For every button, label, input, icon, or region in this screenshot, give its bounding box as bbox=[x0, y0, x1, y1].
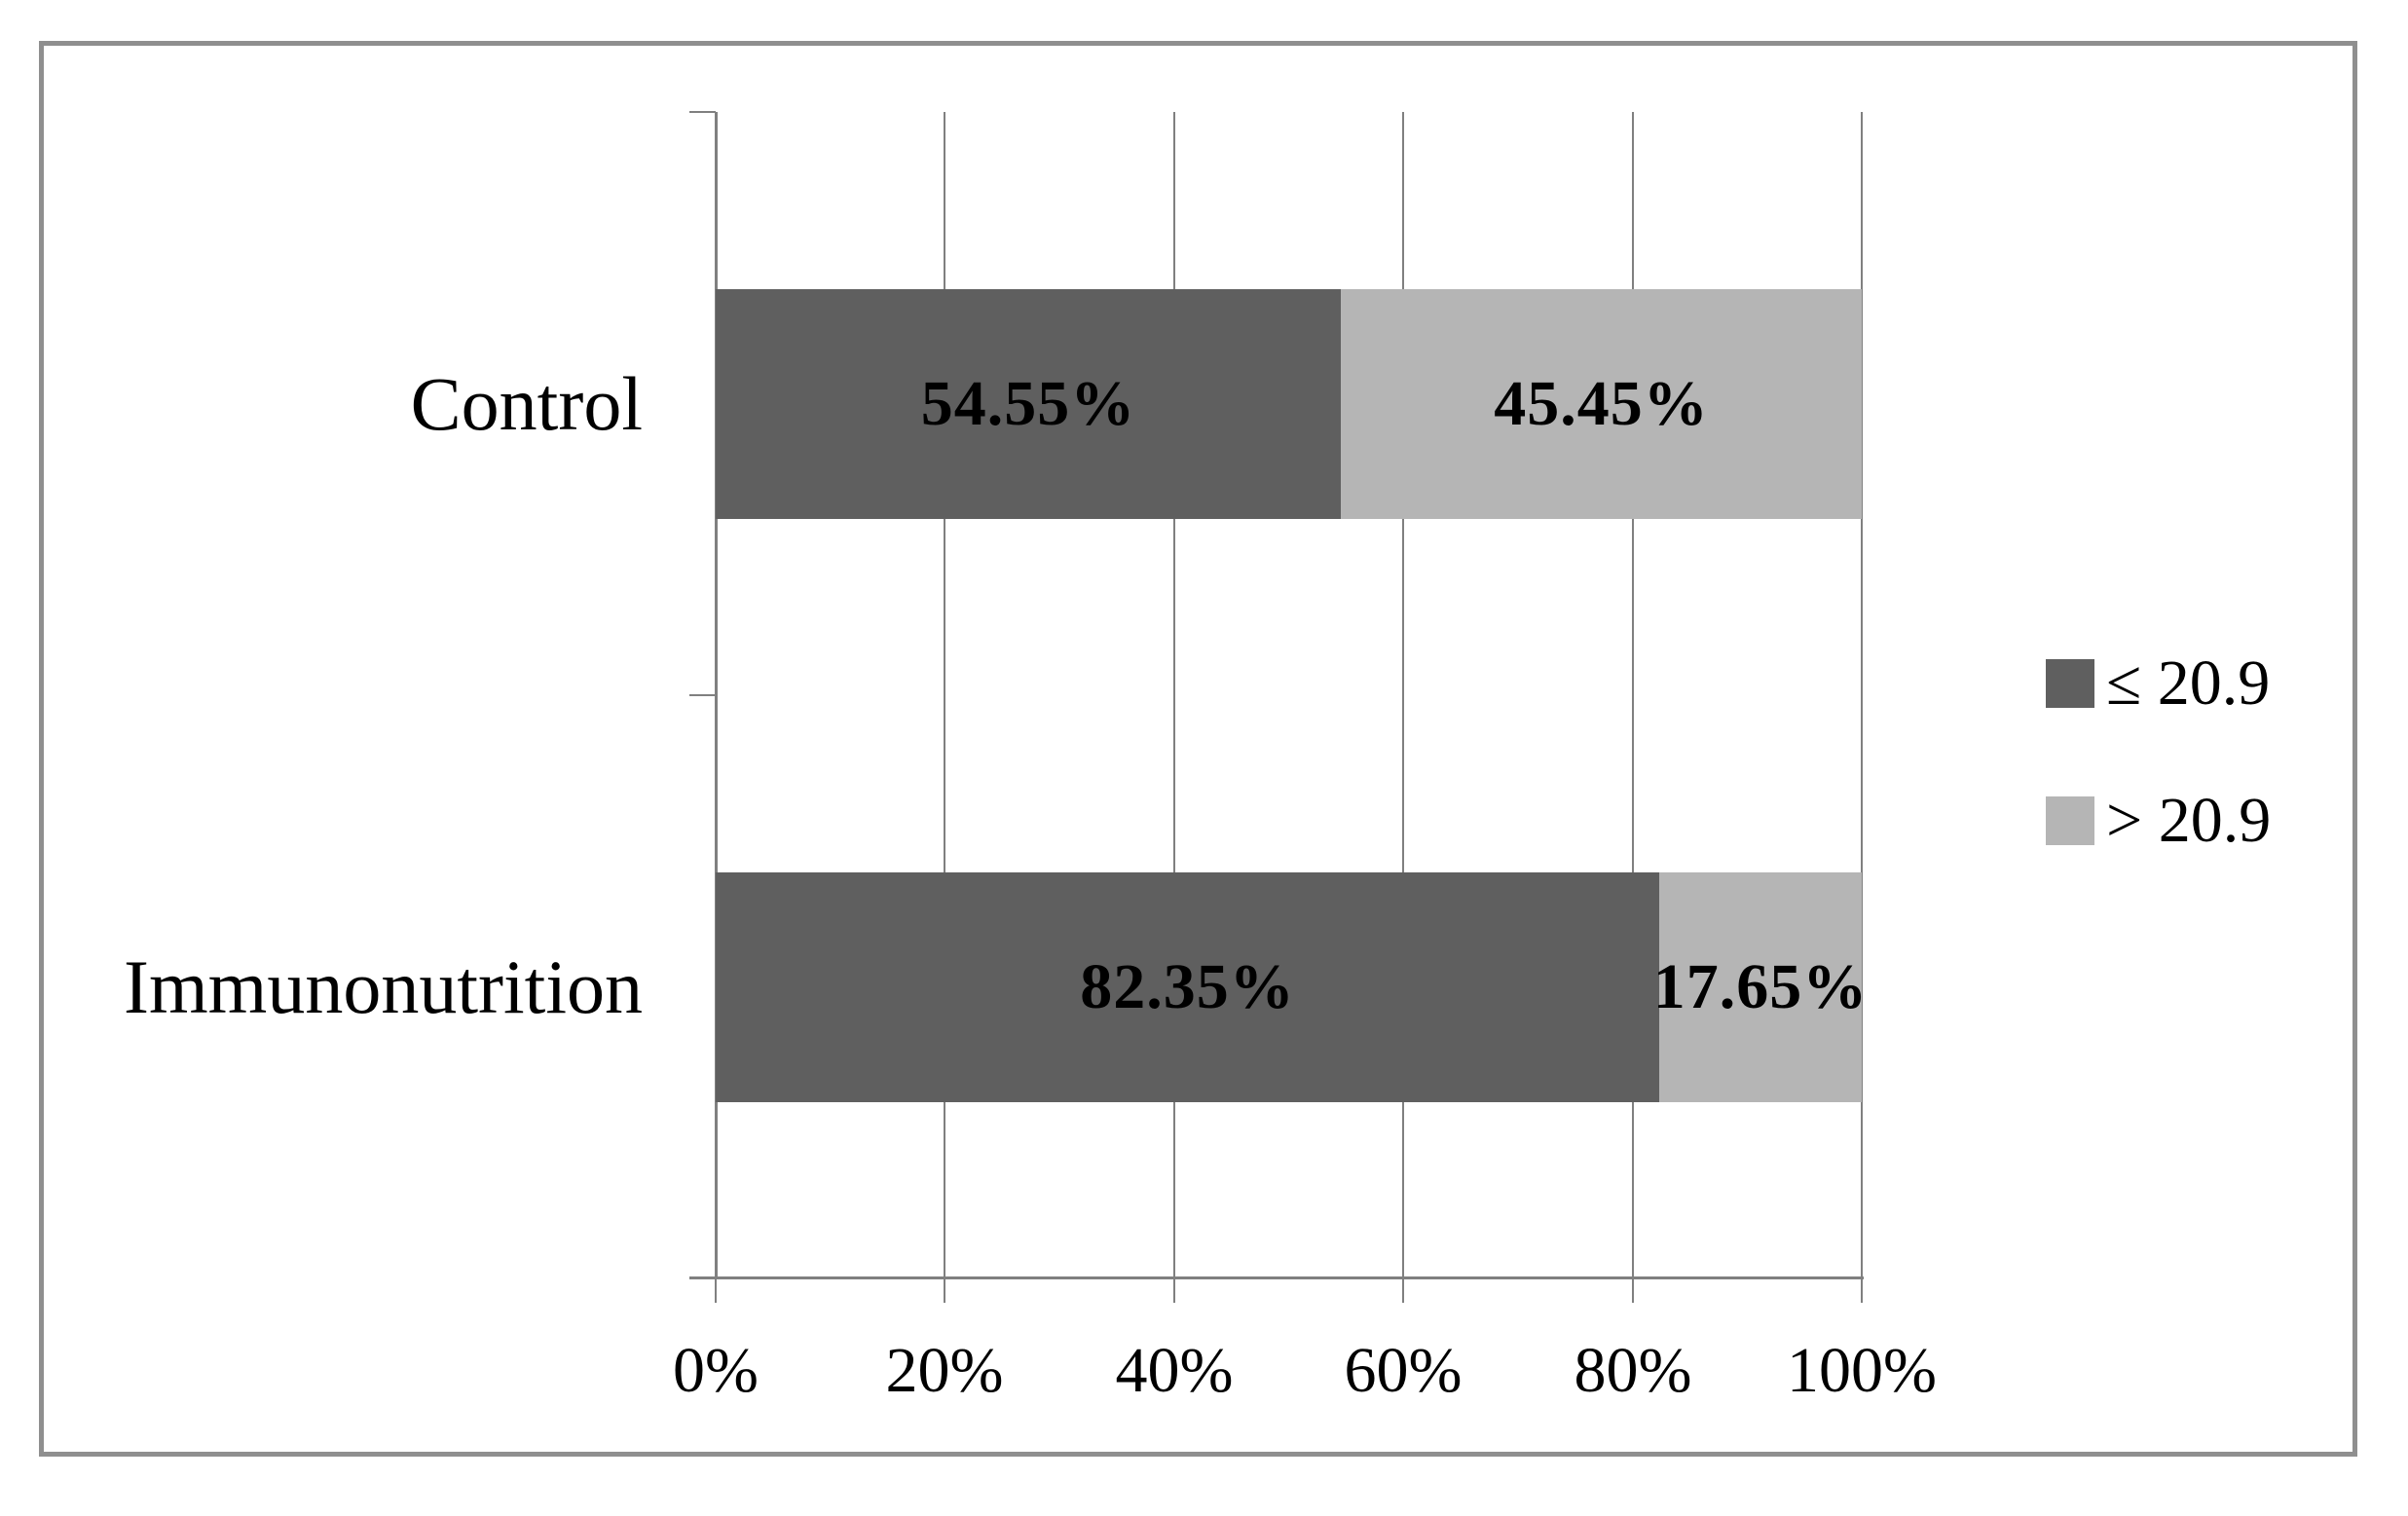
gridline-40% bbox=[1173, 112, 1175, 1278]
x-tick-label-20pct: 20% bbox=[885, 1335, 1004, 1406]
x-tick-label-80pct: 80% bbox=[1574, 1335, 1692, 1406]
data-label: 54.55% bbox=[920, 368, 1136, 439]
data-label: 45.45% bbox=[1494, 368, 1709, 439]
x-axis-tick bbox=[715, 1278, 717, 1303]
x-axis-tick bbox=[1173, 1278, 1175, 1303]
gridline-20% bbox=[944, 112, 945, 1278]
bar-segment-immunonutrition-series-2: 17.65% bbox=[1653, 872, 1867, 1102]
data-label: 17.65% bbox=[1652, 951, 1869, 1022]
gridline-80% bbox=[1632, 112, 1634, 1278]
x-axis-line bbox=[689, 1276, 1864, 1279]
gridline-60% bbox=[1402, 112, 1404, 1278]
x-tick-label-0pct: 0% bbox=[673, 1335, 759, 1406]
legend-label-1: ≤ 20.9 bbox=[2106, 647, 2271, 719]
category-label-control: Control bbox=[410, 361, 643, 446]
gridline-100% bbox=[1861, 112, 1863, 1278]
bar-segment-immunonutrition-series-1: 82.35% bbox=[716, 872, 1659, 1102]
y-axis-tick bbox=[689, 111, 716, 113]
category-label-immunonutrition: Immunonutrition bbox=[124, 944, 643, 1029]
x-axis-tick bbox=[944, 1278, 945, 1303]
bar-segment-control-series-2: 45.45% bbox=[1341, 289, 1862, 519]
data-label: 82.35% bbox=[1080, 951, 1295, 1022]
y-axis-tick bbox=[689, 1277, 716, 1279]
x-tick-label-60pct: 60% bbox=[1344, 1335, 1463, 1406]
x-axis-tick bbox=[1861, 1278, 1863, 1303]
x-tick-label-40pct: 40% bbox=[1115, 1335, 1234, 1406]
x-tick-label-100pct: 100% bbox=[1787, 1335, 1937, 1406]
bar-segment-control-series-1: 54.55% bbox=[716, 289, 1341, 519]
chart-frame: 54.55% 45.45% Control 82.35% 17.65% Immunonut… bbox=[39, 41, 2357, 1457]
legend-label-2: > 20.9 bbox=[2106, 785, 2272, 856]
x-axis-tick bbox=[1402, 1278, 1404, 1303]
x-axis-tick bbox=[1632, 1278, 1634, 1303]
y-axis-tick bbox=[689, 694, 716, 696]
y-axis-line bbox=[715, 112, 718, 1278]
legend-swatch-2 bbox=[2046, 796, 2094, 845]
legend-swatch-1 bbox=[2046, 659, 2094, 708]
